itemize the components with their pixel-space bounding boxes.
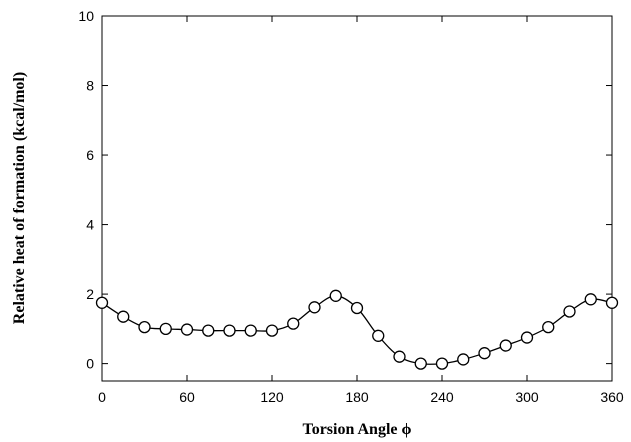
- data-point: [287, 317, 300, 330]
- y-tick-label: 0: [86, 356, 94, 372]
- data-point: [117, 310, 130, 323]
- series-markers: [95, 289, 619, 370]
- x-axis-title: Torsion Angle ϕ: [303, 421, 412, 438]
- x-tick-label: 300: [515, 389, 539, 405]
- data-point: [180, 323, 194, 336]
- y-tick-label: 6: [86, 147, 94, 163]
- y-tick-label: 10: [78, 8, 94, 24]
- data-point: [563, 305, 576, 318]
- x-tick-label: 360: [600, 389, 624, 405]
- data-point: [414, 357, 427, 370]
- y-tick-label: 4: [86, 217, 94, 233]
- plot-frame: [101, 15, 613, 382]
- x-tick-label: 60: [179, 389, 195, 405]
- x-tick-label: 0: [98, 389, 106, 405]
- x-tick-label: 120: [260, 389, 284, 405]
- x-tick-label: 240: [430, 389, 454, 405]
- data-point: [499, 339, 512, 352]
- data-point: [605, 296, 619, 309]
- data-point: [95, 296, 109, 309]
- y-tick-label: 8: [86, 78, 94, 94]
- data-point: [584, 293, 597, 306]
- data-point: [308, 301, 321, 314]
- data-point: [329, 289, 342, 302]
- data-point: [478, 347, 491, 360]
- data-point: [244, 324, 257, 337]
- data-point: [350, 301, 364, 315]
- data-point: [457, 353, 470, 366]
- data-point: [435, 357, 449, 370]
- y-axis-title: Relative heat of formation (kcal/mol): [11, 72, 28, 324]
- x-tick-label: 180: [345, 389, 369, 405]
- data-point: [520, 331, 534, 344]
- y-tick-label: 2: [86, 286, 94, 302]
- data-point: [159, 322, 172, 336]
- data-point: [138, 320, 151, 334]
- data-point: [542, 320, 555, 334]
- data-point: [223, 324, 236, 337]
- data-point: [202, 324, 215, 337]
- data-point: [372, 329, 385, 342]
- data-point: [265, 324, 279, 337]
- y-axis-ticks: 0 2 4 6 8 10: [78, 8, 612, 372]
- data-point: [393, 350, 406, 363]
- x-axis-ticks: 0 60 120 180 240 300 360: [98, 16, 624, 405]
